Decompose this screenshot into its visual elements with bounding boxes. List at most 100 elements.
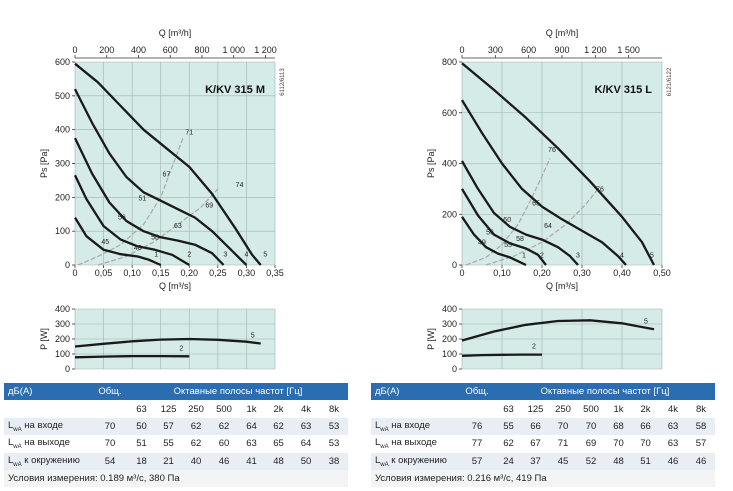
curve-annotation: 58 — [516, 236, 524, 243]
tick-label-x: 0,05 — [95, 268, 113, 278]
curve-annotation: 1 — [154, 252, 158, 259]
cell: 60 — [210, 435, 238, 453]
sound-level-curve — [97, 188, 219, 266]
curve-annotation: 76 — [548, 147, 556, 154]
tick-label-x: 0,40 — [613, 268, 631, 278]
fan-curve-3 — [73, 137, 225, 266]
row-total: 57 — [459, 452, 495, 470]
cell: 70 — [577, 417, 605, 436]
sound-level-curve — [77, 136, 185, 266]
cell: 40 — [182, 452, 210, 470]
curve-annotation: 3 — [223, 252, 227, 259]
tick-label-x2: 1 000 — [222, 45, 245, 55]
curve-annotation: 2 — [187, 252, 191, 259]
cell: 62 — [182, 435, 210, 453]
measurement-conditions: Условия измерения: 0.189 м³/с, 380 Па — [4, 469, 349, 488]
cell: 63 — [292, 417, 320, 436]
tick-label-x2: 800 — [194, 45, 209, 55]
cell: 69 — [577, 435, 605, 453]
fan-curve-4 — [461, 99, 627, 266]
power-curve-5 — [461, 319, 655, 342]
cell: 57 — [155, 417, 182, 436]
power-chart: 0 100 200 300 400 P [W] 2 5 — [426, 304, 663, 374]
x-axis-label: Q [m³/s] — [159, 281, 191, 291]
band-label: 1k — [605, 400, 632, 418]
tick-label-y: 600 — [55, 57, 70, 67]
table-row: LwA к окружению 54 18 21 40 46 41 48 50 … — [4, 452, 349, 470]
top-axis-label: Q [m³/h] — [546, 28, 579, 38]
curve-annotation: 55 — [504, 242, 512, 249]
fan-curve-2 — [461, 188, 547, 266]
cell: 53 — [320, 417, 349, 436]
cell: 64 — [238, 417, 265, 436]
curve-annotation: 5 — [263, 252, 267, 259]
curve-annotation: 67 — [163, 171, 171, 178]
top-axis-label: Q [m³/h] — [159, 28, 192, 38]
band-label: 250 — [549, 400, 577, 418]
power-curve-2 — [74, 354, 190, 359]
tick-label-x2: 1 200 — [584, 45, 607, 55]
sound-table: дБ(A) Общ. Октавные полосы частот [Гц] 6… — [4, 383, 349, 488]
fan-curve-2 — [73, 174, 190, 266]
tick-label-x2: 300 — [488, 45, 503, 55]
fan-curve-1 — [461, 216, 527, 267]
fan-curve-5 — [74, 62, 262, 266]
cell: 66 — [632, 417, 659, 436]
tick-label-x2: 1 500 — [617, 45, 640, 55]
cell: 46 — [687, 452, 716, 470]
tick-label-y: 300 — [55, 319, 70, 329]
tick-label-x: 0,20 — [533, 268, 551, 278]
row-total: 54 — [92, 452, 128, 470]
curve-annotation: 49 — [478, 240, 486, 247]
tick-label-y: 0 — [452, 260, 457, 270]
tick-label-y: 500 — [55, 91, 70, 101]
curve-annotation: 60 — [503, 217, 511, 224]
band-label: 8k — [320, 400, 349, 418]
curve-annotation: 65 — [532, 200, 540, 207]
curve-annotation: 51 — [139, 196, 147, 203]
curve-annotation: 74 — [236, 182, 244, 189]
bands-title: Октавные полосы частот [Гц] — [495, 383, 716, 401]
cell: 24 — [495, 452, 522, 470]
cell: 38 — [320, 452, 349, 470]
tick-label-x: 0,10 — [493, 268, 511, 278]
curve-annotation: 1 — [522, 252, 526, 259]
tick-label-y: 200 — [55, 192, 70, 202]
tick-label-y: 0 — [65, 260, 70, 270]
tick-label-x: 0,20 — [181, 268, 199, 278]
tick-label-y: 300 — [442, 319, 457, 329]
tick-label-x: 0,30 — [238, 268, 256, 278]
tick-label-x2: 0 — [459, 45, 464, 55]
band-label: 63 — [128, 400, 155, 418]
cell: 46 — [210, 452, 238, 470]
band-label: 500 — [577, 400, 605, 418]
y-axis-label: P [W] — [426, 328, 436, 350]
chart-title: K/KV 315 M — [205, 84, 265, 96]
cell: 55 — [155, 435, 182, 453]
cell: 62 — [495, 435, 522, 453]
table-row: LwA на входе 70 50 57 62 62 64 62 63 53 — [4, 417, 349, 436]
cell: 63 — [659, 417, 687, 436]
cell: 62 — [265, 417, 292, 436]
tick-label-x: 0,35 — [266, 268, 284, 278]
col-label-header: дБ(A) — [371, 383, 459, 401]
curve-annotation: 2 — [540, 252, 544, 259]
tick-label-x: 0,25 — [209, 268, 227, 278]
row-label: LwA на выходе — [4, 435, 92, 453]
band-label: 4k — [292, 400, 320, 418]
row-label: LwA на выходе — [371, 435, 459, 453]
table-row: LwA на выходе 70 51 55 62 60 63 65 64 53 — [4, 435, 349, 453]
band-label: 1k — [238, 400, 265, 418]
band-label: 4k — [659, 400, 687, 418]
tick-label-y: 0 — [65, 364, 70, 374]
tick-label-x: 0,30 — [573, 268, 591, 278]
row-total: 76 — [459, 417, 495, 436]
cell: 57 — [687, 435, 716, 453]
tick-label-y: 400 — [55, 125, 70, 135]
tick-label-y: 800 — [442, 57, 457, 67]
chart-title: K/KV 315 L — [595, 84, 653, 96]
tick-label-y: 200 — [442, 209, 457, 219]
fan-curve-4 — [73, 88, 248, 266]
col-label-header: дБ(A) — [4, 383, 92, 401]
